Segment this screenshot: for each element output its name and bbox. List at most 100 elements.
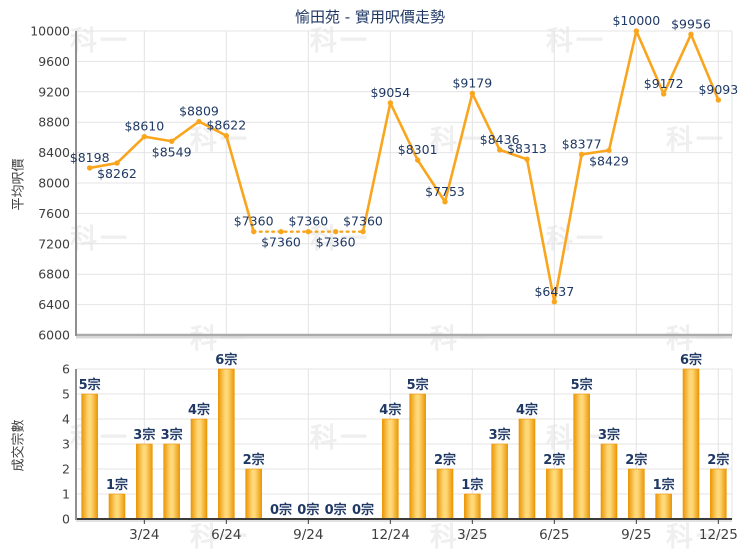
line-chart-y-axis-title: 平均呎價 xyxy=(11,158,27,211)
y-tick-label: 9600 xyxy=(38,54,70,69)
watermark-text: 科一 xyxy=(310,224,370,256)
bar-count-label: 5宗 xyxy=(407,377,429,393)
data-point-marker xyxy=(387,100,394,106)
bar-count-label: 1宗 xyxy=(461,477,483,493)
watermark-text: 科一 xyxy=(190,323,250,355)
watermark-text: 科一 xyxy=(430,323,490,355)
data-point-marker xyxy=(578,151,585,158)
bar-count-label: 3宗 xyxy=(161,427,183,443)
x-tick-label: 6/24 xyxy=(211,527,241,543)
bar-count-label: 2宗 xyxy=(434,452,456,468)
y-tick-label: 7600 xyxy=(38,206,70,221)
transaction-bar xyxy=(190,418,208,520)
x-tick-label: 3/25 xyxy=(457,527,487,543)
price-label: $8301 xyxy=(398,142,438,157)
transaction-bar xyxy=(546,468,563,520)
transaction-bar xyxy=(409,393,426,520)
transaction-bar xyxy=(108,493,126,520)
data-point-marker xyxy=(414,157,421,163)
data-point-marker xyxy=(688,31,694,38)
price-label: $9093 xyxy=(698,82,738,97)
price-label: $10000 xyxy=(612,13,660,28)
transaction-bar xyxy=(491,443,508,520)
price-label: $8809 xyxy=(179,104,219,119)
bar-count-label: 0宗 xyxy=(270,502,292,518)
bar-count-label: 4宗 xyxy=(516,402,538,418)
data-point-marker xyxy=(250,228,257,235)
price-label: $8429 xyxy=(589,153,629,168)
data-point-marker xyxy=(141,133,148,140)
y-tick-label: 3 xyxy=(62,437,70,452)
data-point-marker xyxy=(633,28,640,34)
price-label: $9179 xyxy=(452,75,492,90)
price-label: $8436 xyxy=(480,132,520,147)
y-tick-label: 8000 xyxy=(38,176,70,191)
data-point-marker xyxy=(660,91,667,97)
price-label: $7360 xyxy=(316,235,356,250)
price-label: $8313 xyxy=(507,141,547,156)
watermark-text: 科一 xyxy=(666,125,726,157)
price-label: $9054 xyxy=(370,85,410,100)
data-point-marker xyxy=(606,147,612,154)
bar-count-label: 2宗 xyxy=(243,452,265,468)
data-point-marker xyxy=(360,228,366,235)
transaction-bar xyxy=(81,393,98,520)
data-point-marker xyxy=(332,228,339,235)
bar-chart: 5宗 1宗 3宗 3宗 4宗 6宗 2宗 0宗 0宗 0宗 0宗 4宗 5宗 2宗 1宗 3宗 4宗 2宗 5宗 3宗… xyxy=(62,352,738,543)
data-point-marker xyxy=(278,228,284,235)
price-label: $7360 xyxy=(261,235,301,250)
watermark-text: 科一 xyxy=(666,323,726,355)
transaction-bar xyxy=(136,443,153,520)
y-tick-label: 8800 xyxy=(38,115,70,130)
y-tick-label: 8400 xyxy=(38,145,70,160)
x-tick-label: 9/24 xyxy=(293,527,323,543)
bar-count-label: 2宗 xyxy=(707,452,729,468)
data-point-marker xyxy=(551,299,558,305)
y-tick-label: 4 xyxy=(62,412,70,427)
transaction-bar xyxy=(163,443,180,520)
price-line xyxy=(361,29,720,304)
x-tick-label: 12/25 xyxy=(699,527,738,543)
y-tick-label: 2 xyxy=(62,462,70,477)
x-tick-label: 6/25 xyxy=(539,527,569,543)
transaction-bar xyxy=(628,468,645,520)
transaction-bar xyxy=(245,468,262,520)
y-tick-label: 7200 xyxy=(38,236,70,251)
price-label: $8262 xyxy=(97,166,137,181)
x-tick-label: 12/24 xyxy=(371,527,410,543)
line-chart: 10000 9600 9200 8800 8400 8000 7600 7200 6800 640… xyxy=(30,13,738,343)
data-point-marker xyxy=(715,97,722,103)
bar-count-label: 6宗 xyxy=(215,352,237,368)
transaction-bar xyxy=(464,493,481,520)
watermark-text: 科一 xyxy=(310,422,370,454)
transaction-bar xyxy=(573,393,590,520)
data-point-marker xyxy=(168,138,175,144)
x-tick-label: 9/25 xyxy=(621,527,651,543)
watermark-text: 科一 xyxy=(666,522,726,550)
watermark-text: 科一 xyxy=(546,224,606,256)
bar-count-label: 4宗 xyxy=(188,402,210,418)
data-point-marker xyxy=(305,228,312,235)
price-label: $7360 xyxy=(343,214,383,229)
y-tick-label: 6400 xyxy=(38,297,70,312)
watermark-text: 科一 xyxy=(70,224,130,256)
price-label: $8549 xyxy=(152,144,192,159)
bar-count-label: 5宗 xyxy=(79,377,101,393)
data-point-marker xyxy=(196,118,202,125)
transaction-bar xyxy=(682,368,700,520)
price-label: $7753 xyxy=(425,184,465,199)
data-point-marker xyxy=(524,156,530,162)
bar-count-label: 4宗 xyxy=(379,402,401,418)
price-label: $7360 xyxy=(234,214,274,229)
transaction-bar xyxy=(655,493,672,520)
data-point-marker xyxy=(469,90,476,97)
watermark-text: 科一 xyxy=(190,522,250,550)
price-label: $8622 xyxy=(206,118,246,133)
bar-count-label: 1宗 xyxy=(106,477,128,493)
watermark-text: 科一 xyxy=(430,522,490,550)
data-point-marker xyxy=(223,133,230,139)
price-label: $8610 xyxy=(124,119,164,134)
y-tick-label: 9200 xyxy=(38,84,70,99)
